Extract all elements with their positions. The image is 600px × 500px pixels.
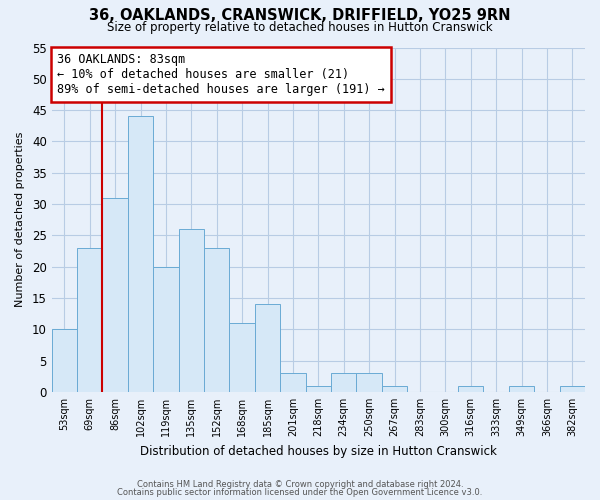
- Text: 36, OAKLANDS, CRANSWICK, DRIFFIELD, YO25 9RN: 36, OAKLANDS, CRANSWICK, DRIFFIELD, YO25…: [89, 8, 511, 22]
- Bar: [77, 248, 103, 392]
- Bar: [229, 323, 255, 392]
- Text: 36 OAKLANDS: 83sqm
← 10% of detached houses are smaller (21)
89% of semi-detache: 36 OAKLANDS: 83sqm ← 10% of detached hou…: [57, 52, 385, 96]
- Bar: [128, 116, 153, 392]
- Bar: [331, 373, 356, 392]
- Text: Contains HM Land Registry data © Crown copyright and database right 2024.: Contains HM Land Registry data © Crown c…: [137, 480, 463, 489]
- Bar: [103, 198, 128, 392]
- Y-axis label: Number of detached properties: Number of detached properties: [15, 132, 25, 308]
- Bar: [458, 386, 484, 392]
- Bar: [356, 373, 382, 392]
- Bar: [560, 386, 585, 392]
- Bar: [179, 229, 204, 392]
- Bar: [382, 386, 407, 392]
- X-axis label: Distribution of detached houses by size in Hutton Cranswick: Distribution of detached houses by size …: [140, 444, 497, 458]
- Bar: [153, 266, 179, 392]
- Text: Size of property relative to detached houses in Hutton Cranswick: Size of property relative to detached ho…: [107, 21, 493, 34]
- Bar: [255, 304, 280, 392]
- Bar: [509, 386, 534, 392]
- Bar: [204, 248, 229, 392]
- Text: Contains public sector information licensed under the Open Government Licence v3: Contains public sector information licen…: [118, 488, 482, 497]
- Bar: [305, 386, 331, 392]
- Bar: [280, 373, 305, 392]
- Bar: [52, 330, 77, 392]
